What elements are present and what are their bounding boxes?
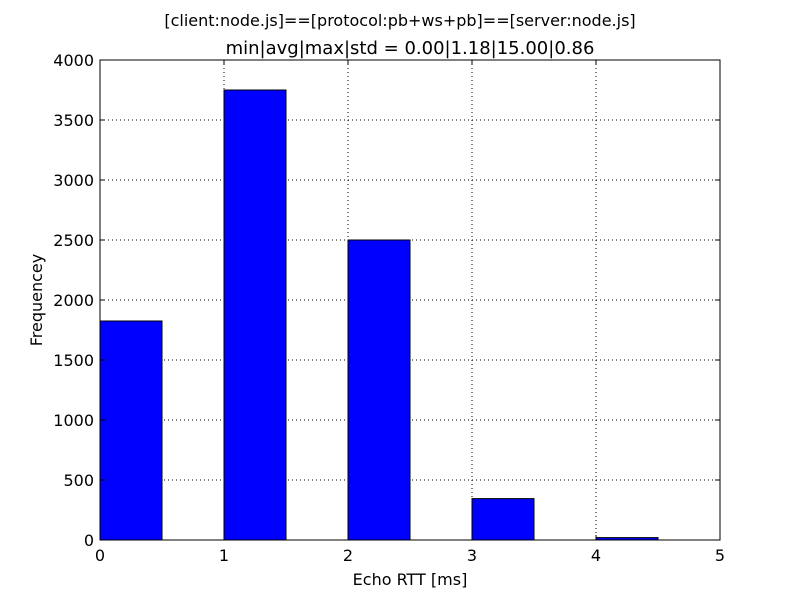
x-tick-label: 0 bbox=[95, 546, 105, 565]
x-tick-label: 2 bbox=[343, 546, 353, 565]
histogram-bar bbox=[471, 498, 535, 541]
y-tick-label: 0 bbox=[84, 531, 94, 550]
axis-ticks: 0 1 2 3 4 5 0 500 1000 1500 2000 2500 3000 3500 4000 bbox=[53, 51, 725, 565]
y-tick-label: 1500 bbox=[53, 351, 94, 370]
histogram-bar bbox=[99, 320, 163, 541]
y-tick-label: 500 bbox=[63, 471, 94, 490]
y-axis-label: Frequencey bbox=[27, 254, 46, 347]
y-tick-label: 2000 bbox=[53, 291, 94, 310]
y-tick-label: 4000 bbox=[53, 51, 94, 70]
x-tick-label: 1 bbox=[219, 546, 229, 565]
grid-lines bbox=[100, 60, 720, 540]
x-axis-label: Echo RTT [ms] bbox=[353, 570, 468, 589]
y-tick-label: 2500 bbox=[53, 231, 94, 250]
histogram-bar bbox=[223, 89, 287, 541]
x-tick-label: 5 bbox=[715, 546, 725, 565]
y-tick-label: 1000 bbox=[53, 411, 94, 430]
y-tick-label: 3000 bbox=[53, 171, 94, 190]
chart-title: min|avg|max|std = 0.00|1.18|15.00|0.86 bbox=[226, 38, 595, 59]
chart-suptitle: [client:node.js]==[protocol:pb+ws+pb]==[… bbox=[164, 11, 635, 30]
bars-group bbox=[99, 89, 659, 541]
y-tick-label: 3500 bbox=[53, 111, 94, 130]
x-tick-label: 3 bbox=[467, 546, 477, 565]
x-tick-label: 4 bbox=[591, 546, 601, 565]
histogram-bar bbox=[347, 239, 411, 541]
